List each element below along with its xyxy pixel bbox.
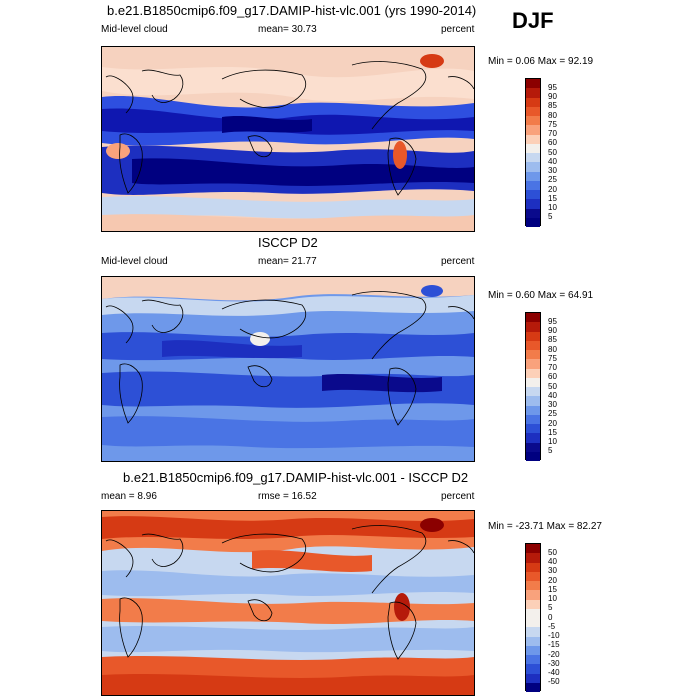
panel-2-tick: 15 xyxy=(548,428,557,437)
panel-3-tick: -40 xyxy=(548,668,560,677)
panel-1-tick: 5 xyxy=(548,212,553,221)
panel-2-variable-label: Mid-level cloud xyxy=(101,256,168,267)
panel-1-map-svg xyxy=(102,47,474,231)
panel-2-tick: 30 xyxy=(548,400,557,409)
season-label: DJF xyxy=(512,8,554,33)
panel-3-tick: 15 xyxy=(548,585,557,594)
panel-2-mean: mean= 21.77 xyxy=(258,256,317,267)
panel-2-tick: 80 xyxy=(548,345,557,354)
panel-3-minmax: Min = -23.71 Max = 82.27 xyxy=(488,521,602,532)
panel-3-tick: 30 xyxy=(548,566,557,575)
panel-1-tick: 20 xyxy=(548,185,557,194)
panel-1-tick: 80 xyxy=(548,111,557,120)
panel-3-map-svg xyxy=(102,511,474,695)
panel-1-variable-label: Mid-level cloud xyxy=(101,24,168,35)
panel-3-tick: 5 xyxy=(548,603,553,612)
panel-3-colorbar xyxy=(525,543,541,692)
panel-2-tick: 5 xyxy=(548,446,553,455)
panel-3-tick: -50 xyxy=(548,677,560,686)
panel-1-tick: 40 xyxy=(548,157,557,166)
panel-1-tick: 85 xyxy=(548,101,557,110)
panel-3-tick: -5 xyxy=(548,622,556,631)
panel-1-tick: 50 xyxy=(548,148,557,157)
panel-3-tick: 0 xyxy=(548,613,553,622)
panel-3-rmse: rmse = 16.52 xyxy=(258,491,317,502)
panel-2-tick: 50 xyxy=(548,382,557,391)
panel-2-tick: 60 xyxy=(548,372,557,381)
panel-1-colorbar xyxy=(525,78,541,227)
panel-3-tick: -30 xyxy=(548,659,560,668)
panel-1-units: percent xyxy=(441,24,475,35)
panel-2-map xyxy=(101,276,475,462)
panel-1-tick: 90 xyxy=(548,92,557,101)
panel-2-map-svg xyxy=(102,277,474,461)
panel-1-map xyxy=(101,46,475,232)
panel-2-tick: 75 xyxy=(548,354,557,363)
panel-2-tick: 40 xyxy=(548,391,557,400)
panel-1-tick: 75 xyxy=(548,120,557,129)
panel-2-units: percent xyxy=(441,256,475,267)
panel-1-tick: 95 xyxy=(548,83,557,92)
panel-2-tick: 85 xyxy=(548,335,557,344)
panel-1-minmax: Min = 0.06 Max = 92.19 xyxy=(488,56,594,67)
panel-3-map xyxy=(101,510,475,696)
panel-3-tick: 10 xyxy=(548,594,557,603)
panel-2-tick: 95 xyxy=(548,317,557,326)
panel-1-tick: 10 xyxy=(548,203,557,212)
panel-2-colorbar xyxy=(525,312,541,461)
panel-3-tick: -10 xyxy=(548,631,560,640)
panel-2-tick: 70 xyxy=(548,363,557,372)
panel-3-tick: 40 xyxy=(548,557,557,566)
panel-3-tick: 20 xyxy=(548,576,557,585)
panel-2-tick: 20 xyxy=(548,419,557,428)
panel-2-minmax: Min = 0.60 Max = 64.91 xyxy=(488,290,594,301)
panel-3-units: percent xyxy=(441,491,475,502)
panel-2-tick: 25 xyxy=(548,409,557,418)
panel-1-tick: 15 xyxy=(548,194,557,203)
panel-3-tick: -15 xyxy=(548,640,560,649)
panel-1-tick: 70 xyxy=(548,129,557,138)
panel-3-mean: mean = 8.96 xyxy=(101,491,157,502)
panel-1-tick: 25 xyxy=(548,175,557,184)
panel-3-tick: -20 xyxy=(548,650,560,659)
panel-1-tick: 30 xyxy=(548,166,557,175)
panel-1-mean: mean= 30.73 xyxy=(258,24,317,35)
panel-2-tick: 10 xyxy=(548,437,557,446)
panel-2-tick: 90 xyxy=(548,326,557,335)
panel-2-title: ISCCP D2 xyxy=(258,235,318,250)
panel-1-tick: 60 xyxy=(548,138,557,147)
panel-3-tick: 50 xyxy=(548,548,557,557)
panel-3-title: b.e21.B1850cmip6.f09_g17.DAMIP-hist-vlc.… xyxy=(123,470,469,485)
panel-1-title: b.e21.B1850cmip6.f09_g17.DAMIP-hist-vlc.… xyxy=(107,3,477,18)
